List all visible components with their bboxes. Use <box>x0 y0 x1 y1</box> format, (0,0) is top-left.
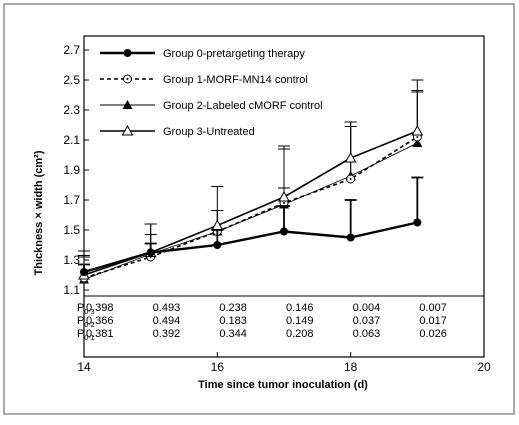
data-point <box>123 49 132 57</box>
p-value-cell: 0.007 <box>419 302 447 314</box>
x-tick-label: 20 <box>477 360 491 374</box>
p-value-cell: 0.344 <box>219 328 247 340</box>
data-point <box>122 100 133 109</box>
y-tick-label: 1.7 <box>63 193 80 207</box>
data-point <box>213 241 222 249</box>
p-value-cell: 0.004 <box>353 302 381 314</box>
x-tick-label: 18 <box>344 360 358 374</box>
p-value-cell: 0.063 <box>353 328 381 340</box>
series-line <box>83 221 418 274</box>
y-tick-label: 1.9 <box>63 163 80 177</box>
y-tick-label: 1.3 <box>63 253 80 267</box>
data-point <box>278 190 290 202</box>
x-tick-label: 14 <box>77 360 91 374</box>
legend-label: Group 2-Labeled cMORF control <box>163 100 323 112</box>
y-tick-label: 2.1 <box>63 133 80 147</box>
plot-frame <box>83 35 485 358</box>
p-value-cell: 0.149 <box>286 315 314 327</box>
p-row-label-subscript: 0-2 <box>84 322 94 329</box>
p-value-cell: 0.146 <box>286 302 314 314</box>
p-value-cell: 0.238 <box>219 302 247 314</box>
data-point <box>413 218 422 227</box>
figure-border <box>3 3 515 415</box>
y-tick-label: 2.7 <box>63 43 80 57</box>
data-point <box>121 124 134 136</box>
p-value-cell: 0.183 <box>219 315 247 327</box>
y-tick-label: 2.5 <box>63 73 80 87</box>
y-tick-label: 1.1 <box>63 283 80 297</box>
series-line <box>83 136 418 279</box>
p-value-cell: 0.493 <box>153 302 181 314</box>
legend-label: Group 3-Untreated <box>163 126 255 138</box>
p-value-cell: 0.037 <box>353 315 381 327</box>
p-value-cell: 0.381 <box>86 328 114 340</box>
p-value-cell: 0.208 <box>286 328 314 340</box>
data-point <box>412 138 423 147</box>
data-point-center <box>349 178 352 180</box>
p-value-cell: 0.392 <box>153 328 181 340</box>
p-value-cell: 0.398 <box>86 302 114 314</box>
data-point-center <box>416 136 419 138</box>
p-value-cell: 0.366 <box>86 315 114 327</box>
y-axis: 1.1 1.3 1.5 1.7 1.9 2.1 2.3 2.5 2.7 <box>63 43 89 297</box>
data-point <box>146 248 155 257</box>
data-point <box>280 227 288 236</box>
data-point <box>80 268 88 276</box>
x-axis-title: Time since tumor inoculation (d) <box>198 379 368 391</box>
legend-label: Group 1-MORF-MN14 control <box>163 74 308 86</box>
data-point <box>411 124 424 136</box>
data-point-center <box>126 78 129 80</box>
p-value-cell: 0.026 <box>419 328 447 340</box>
series-0 <box>78 176 424 276</box>
p-row-label-subscript: 0-1 <box>84 335 94 342</box>
x-tick-label: 16 <box>211 360 225 374</box>
p-value-cell: 0.017 <box>419 315 447 327</box>
y-tick-label: 2.3 <box>63 103 80 117</box>
x-axis: 14 16 18 20 <box>77 352 491 374</box>
p-row-label-subscript: 0-3 <box>84 309 94 316</box>
y-tick-label: 1.5 <box>63 223 80 237</box>
p-value-cell: 0.494 <box>153 315 181 327</box>
data-point <box>346 233 355 242</box>
series-layer <box>78 79 424 284</box>
p-value-table: P0-3P0-2P0-10.398 0.493 0.238 0.146 0.004 0.0… <box>77 302 447 342</box>
data-point-center <box>283 202 285 204</box>
data-point <box>344 151 357 163</box>
legend: Group 0-pretargeting therapy Group 1-MORF… <box>100 48 323 138</box>
legend-label: Group 0-pretargeting therapy <box>163 48 305 60</box>
y-axis-title: Thickness × width (cm²) <box>33 150 45 275</box>
